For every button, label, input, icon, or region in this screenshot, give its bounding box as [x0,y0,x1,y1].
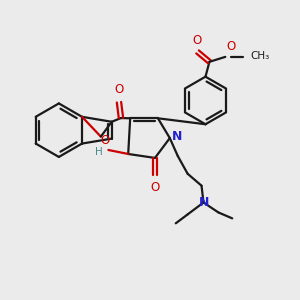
Text: O: O [226,40,236,53]
Text: O: O [192,34,201,47]
Text: N: N [199,196,210,209]
Text: H: H [94,147,102,157]
Text: O: O [114,83,124,96]
Text: O: O [101,134,110,147]
Text: O: O [150,181,160,194]
Text: CH₃: CH₃ [250,51,269,61]
Text: N: N [172,130,182,142]
